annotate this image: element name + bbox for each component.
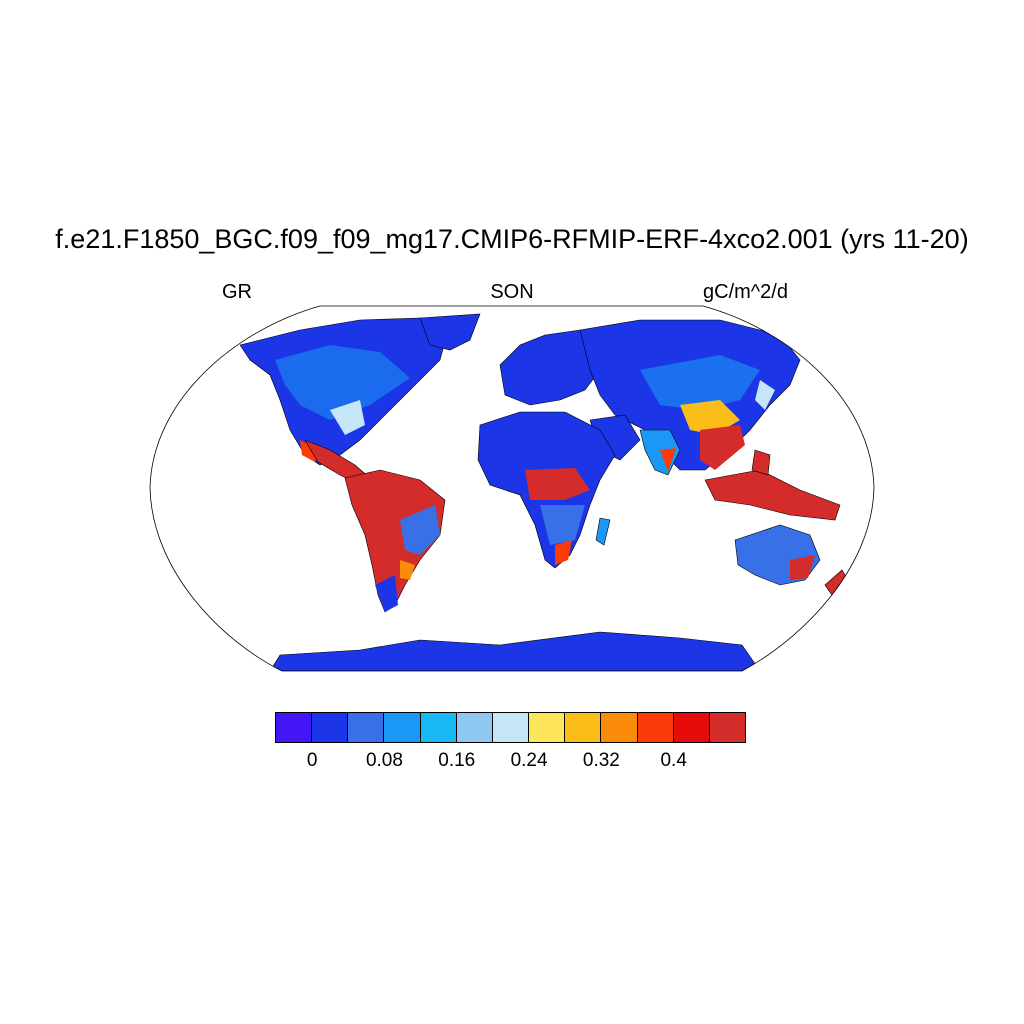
colorbar-box — [708, 712, 747, 743]
plot-title: f.e21.F1850_BGC.f09_f09_mg17.CMIP6-RFMIP… — [55, 224, 969, 254]
colorbar-box — [419, 712, 457, 743]
south-america — [344, 469, 446, 613]
colorbar-box — [564, 712, 602, 743]
maritime-continent — [704, 469, 841, 521]
antarctica — [269, 631, 761, 671]
colorbar-box — [672, 712, 710, 743]
colorbar-box — [383, 712, 421, 743]
variable-label: GR — [222, 281, 252, 303]
colorbar-box — [347, 712, 385, 743]
colorbar-tick-label: 0.24 — [510, 750, 548, 771]
season-label: SON — [490, 281, 534, 303]
colorbar-tick-label: 0.32 — [582, 750, 620, 771]
colorbar-box — [491, 712, 530, 743]
colorbar — [275, 712, 747, 743]
colorbar-box — [600, 712, 638, 743]
colorbar-tick-label: 0 — [306, 750, 318, 771]
colorbar-tick-label: 0.16 — [438, 750, 476, 771]
colorbar-box — [455, 712, 493, 743]
colorbar-box — [275, 712, 313, 743]
colorbar-box — [528, 712, 566, 743]
units-label: gC/m^2/d — [703, 281, 788, 303]
colorbar-box — [311, 712, 349, 743]
colorbar-box — [636, 712, 674, 743]
map-boundary — [149, 305, 875, 672]
greenland — [419, 313, 481, 351]
colorbar-tick-label: 0.08 — [365, 750, 403, 771]
colorbar-tick-label: 0.4 — [660, 750, 687, 771]
